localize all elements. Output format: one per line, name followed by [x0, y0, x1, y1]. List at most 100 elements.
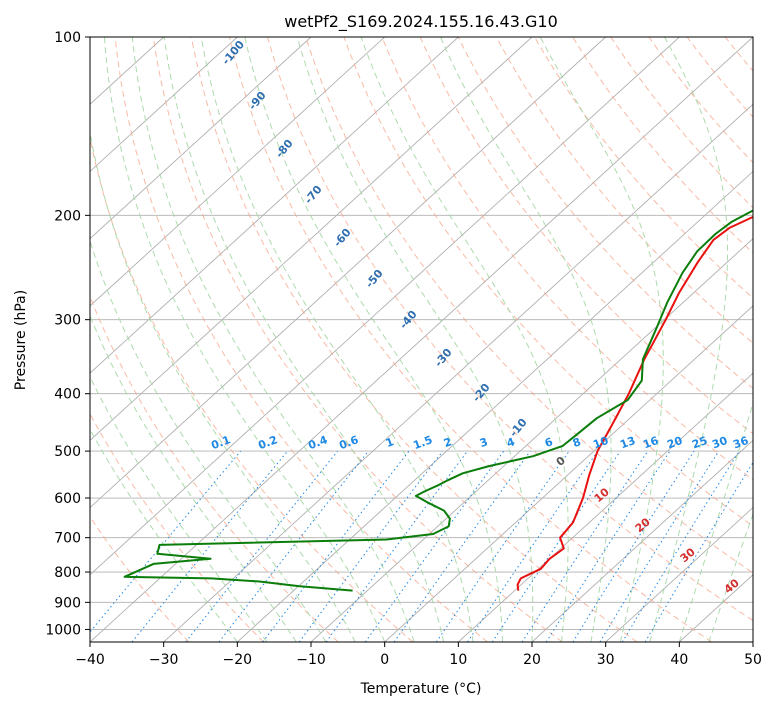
y-tick-label: 1000 — [45, 622, 81, 638]
isotherm-line — [90, 37, 312, 240]
axes: −40 −30 −20 −10 0 10 20 30 40 5010020030040050060… — [45, 30, 762, 668]
moist-adiabat-line — [200, 37, 474, 642]
y-tick-label: 900 — [54, 595, 81, 611]
x-tick-label: 50 — [744, 652, 762, 668]
isotherm-line — [310, 238, 753, 642]
x-tick-label: −20 — [223, 652, 253, 668]
dry-adiabat-line — [648, 37, 753, 164]
y-tick-label: 300 — [54, 313, 81, 329]
moist-adiabat-line — [131, 37, 415, 642]
mixing-ratio-line — [90, 450, 242, 633]
y-axis-label: Pressure (hPa) — [13, 290, 29, 390]
moist-adiabat-line — [296, 37, 534, 642]
isotherm-line — [752, 641, 753, 642]
mixing-ratio-label: 4 — [505, 435, 517, 450]
dry-adiabat-line — [572, 37, 753, 254]
moist-adiabat-line — [708, 513, 753, 642]
y-tick-label: 200 — [54, 208, 81, 224]
x-tick-label: 40 — [670, 652, 688, 668]
mixing-ratio-label: 1.5 — [411, 433, 434, 452]
x-tick-label: 10 — [449, 652, 467, 668]
mixing-ratio-label: 1 — [384, 435, 396, 450]
dry-adiabat-line — [114, 37, 488, 642]
moist-adiabat-line — [103, 37, 386, 642]
dry-adiabat-label: -20 — [470, 381, 493, 405]
moist-adiabat-line — [90, 239, 327, 642]
mixing-ratio-line — [545, 450, 671, 642]
mixing-ratio-line — [599, 450, 720, 642]
mixing-ratio-label: 0.6 — [337, 433, 360, 452]
mixing-ratio-label: 6 — [543, 435, 555, 450]
y-tick-label: 700 — [54, 531, 81, 547]
x-tick-label: −10 — [296, 652, 326, 668]
dry-adiabat-line — [457, 37, 753, 389]
dry-adiabat-line — [305, 37, 753, 574]
mixing-ratio-line — [364, 450, 505, 642]
dry-adiabat-line — [686, 37, 753, 118]
dry-adiabat-label: -80 — [273, 137, 296, 161]
mixing-ratio-label: 0.4 — [306, 433, 329, 452]
isotherm-line — [531, 439, 753, 642]
mixing-ratio-line — [393, 450, 531, 642]
dry-adiabat-line — [229, 37, 712, 642]
dry-adiabat-line — [419, 37, 753, 435]
mixing-ratio-line — [131, 450, 288, 642]
mixing-ratio-label: 30 — [710, 434, 729, 452]
isotherm-line — [384, 305, 753, 642]
isotherm-line — [90, 37, 385, 307]
dry-adiabat-line — [381, 37, 753, 481]
dry-adiabat-line — [90, 412, 264, 642]
y-tick-label: 600 — [54, 491, 81, 507]
mixing-ratio-label: 36 — [731, 434, 750, 452]
moist-adiabat-label: 30 — [678, 545, 698, 565]
mixing-ratio-label: 0.2 — [256, 433, 279, 452]
mixing-ratio-label: 25 — [690, 434, 709, 451]
x-tick-label: 30 — [597, 652, 615, 668]
mixing-ratio-label: 3 — [478, 435, 490, 450]
profile-lines — [123, 209, 753, 592]
dry-adiabat-line — [724, 37, 753, 72]
moist-adiabat-line — [90, 375, 268, 642]
moist-adiabat-label: 20 — [633, 515, 653, 535]
plot-frame — [89, 36, 754, 643]
moist-adiabat-label: 40 — [722, 576, 742, 596]
x-axis-label: Temperature (°C) — [360, 681, 482, 697]
mixing-ratio-line — [218, 450, 369, 642]
dry-adiabat-label: -40 — [397, 308, 420, 332]
dry-adiabat-line — [763, 37, 775, 642]
mixing-ratio-line — [435, 450, 570, 642]
mixing-ratio-line — [644, 461, 753, 642]
mixing-ratio-label: 0.1 — [209, 433, 232, 452]
mixing-ratio-label: 10 — [591, 434, 610, 452]
moist-adiabat-line — [539, 37, 664, 642]
dry-adiabat-label: -70 — [302, 183, 325, 207]
mixing-ratio-label: 2 — [442, 435, 454, 450]
moist-adiabat-line — [678, 401, 753, 642]
y-tick-label: 500 — [54, 444, 81, 460]
moist-adiabat-line — [649, 37, 728, 642]
chart-title: wetPf2_S169.2024.155.16.43.G10 — [284, 12, 558, 32]
mixing-ratio-label: 13 — [618, 434, 637, 451]
mixing-ratio-label: 16 — [641, 434, 660, 452]
moist-adiabat-line — [90, 314, 297, 642]
dry-adiabat-line — [90, 135, 414, 642]
isotherm-line — [90, 37, 680, 576]
y-tick-label: 100 — [54, 30, 81, 46]
moist-adiabat-line — [360, 37, 569, 642]
dry-adiabat-line — [152, 37, 563, 642]
dry-adiabat-line — [267, 37, 753, 622]
mixing-ratio-line — [467, 450, 599, 642]
isotherm-line — [605, 506, 753, 642]
dry-adiabat-line — [190, 37, 638, 642]
isotherm-line — [90, 37, 459, 374]
isotherm-line — [90, 37, 606, 509]
moist-adiabat-label: 0 — [554, 454, 568, 469]
dry-adiabat-line — [343, 37, 753, 527]
dry-adiabat-line — [495, 37, 753, 344]
y-tick-label: 400 — [54, 387, 81, 403]
mixing-ratio-line — [572, 450, 695, 642]
y-tick-label: 800 — [54, 565, 81, 581]
isotherm-line — [458, 372, 753, 642]
background-lines — [90, 37, 775, 642]
